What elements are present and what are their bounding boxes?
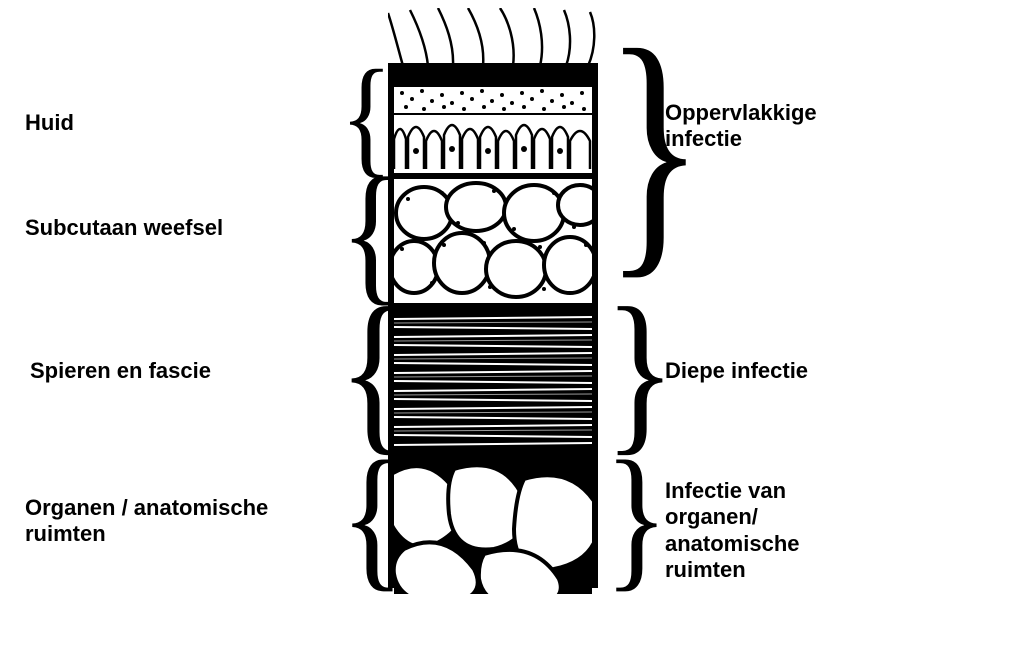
label-skin: Huid — [25, 110, 74, 136]
diagram-container: { { { { } } } Huid Subcutaan weefsel Spi… — [0, 0, 1024, 652]
brace-left-skin: { — [340, 40, 393, 192]
tissue-column — [388, 63, 598, 588]
label-subcut: Subcutaan weefsel — [25, 215, 223, 241]
skin-hairs — [388, 8, 598, 66]
layer-subcutaneous — [394, 179, 592, 309]
label-superficial: Oppervlakkige infectie — [665, 100, 817, 153]
label-deep: Diepe infectie — [665, 358, 808, 384]
brace-right-superficial: } — [604, 0, 705, 308]
label-muscle: Spieren en fascie — [30, 358, 211, 384]
brace-right-organspace: } — [604, 426, 669, 609]
layer-muscle — [394, 309, 592, 459]
layer-organs — [394, 459, 592, 594]
label-organs: Organen / anatomische ruimten — [25, 495, 268, 548]
layer-skin — [394, 69, 592, 179]
label-organ-space: Infectie van organen/ anatomische ruimte… — [665, 478, 800, 584]
